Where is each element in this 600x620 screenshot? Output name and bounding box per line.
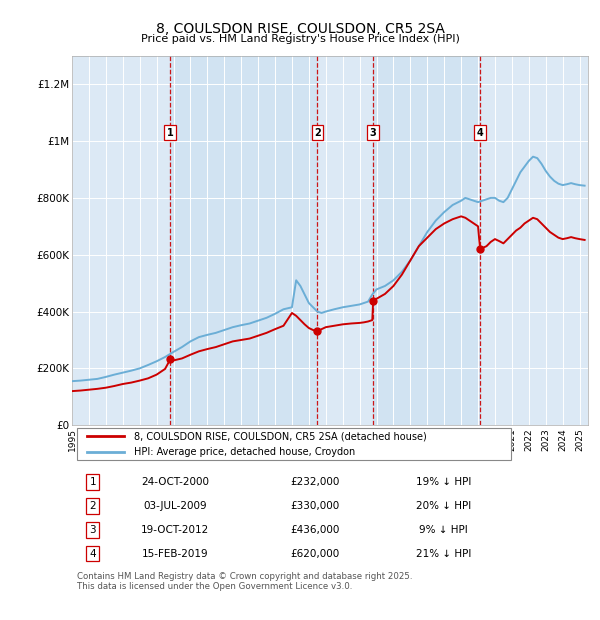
Text: 4: 4 [476, 128, 484, 138]
Text: £620,000: £620,000 [290, 549, 339, 559]
Text: 8, COULSDON RISE, COULSDON, CR5 2SA (detached house): 8, COULSDON RISE, COULSDON, CR5 2SA (det… [134, 432, 427, 441]
Text: £232,000: £232,000 [290, 477, 339, 487]
Text: 19-OCT-2012: 19-OCT-2012 [141, 525, 209, 535]
Text: 03-JUL-2009: 03-JUL-2009 [143, 501, 207, 511]
Text: 20% ↓ HPI: 20% ↓ HPI [416, 501, 471, 511]
Text: Price paid vs. HM Land Registry's House Price Index (HPI): Price paid vs. HM Land Registry's House … [140, 34, 460, 44]
Text: Contains HM Land Registry data © Crown copyright and database right 2025.
This d: Contains HM Land Registry data © Crown c… [77, 572, 413, 591]
Text: HPI: Average price, detached house, Croydon: HPI: Average price, detached house, Croy… [134, 447, 355, 457]
Text: 15-FEB-2019: 15-FEB-2019 [142, 549, 209, 559]
Text: 1: 1 [89, 477, 96, 487]
Bar [373, 56, 480, 425]
Text: £436,000: £436,000 [290, 525, 339, 535]
Text: 21% ↓ HPI: 21% ↓ HPI [416, 549, 471, 559]
Text: 2: 2 [314, 128, 320, 138]
Text: 2: 2 [89, 501, 96, 511]
Text: 1: 1 [167, 128, 173, 138]
Text: 3: 3 [370, 128, 377, 138]
Text: 3: 3 [89, 525, 96, 535]
Text: 4: 4 [89, 549, 96, 559]
Text: 24-OCT-2000: 24-OCT-2000 [141, 477, 209, 487]
Text: 19% ↓ HPI: 19% ↓ HPI [416, 477, 471, 487]
Bar [170, 56, 317, 425]
Text: £330,000: £330,000 [290, 501, 339, 511]
Text: 9% ↓ HPI: 9% ↓ HPI [419, 525, 468, 535]
FancyBboxPatch shape [77, 428, 511, 460]
Text: 8, COULSDON RISE, COULSDON, CR5 2SA: 8, COULSDON RISE, COULSDON, CR5 2SA [155, 22, 445, 36]
